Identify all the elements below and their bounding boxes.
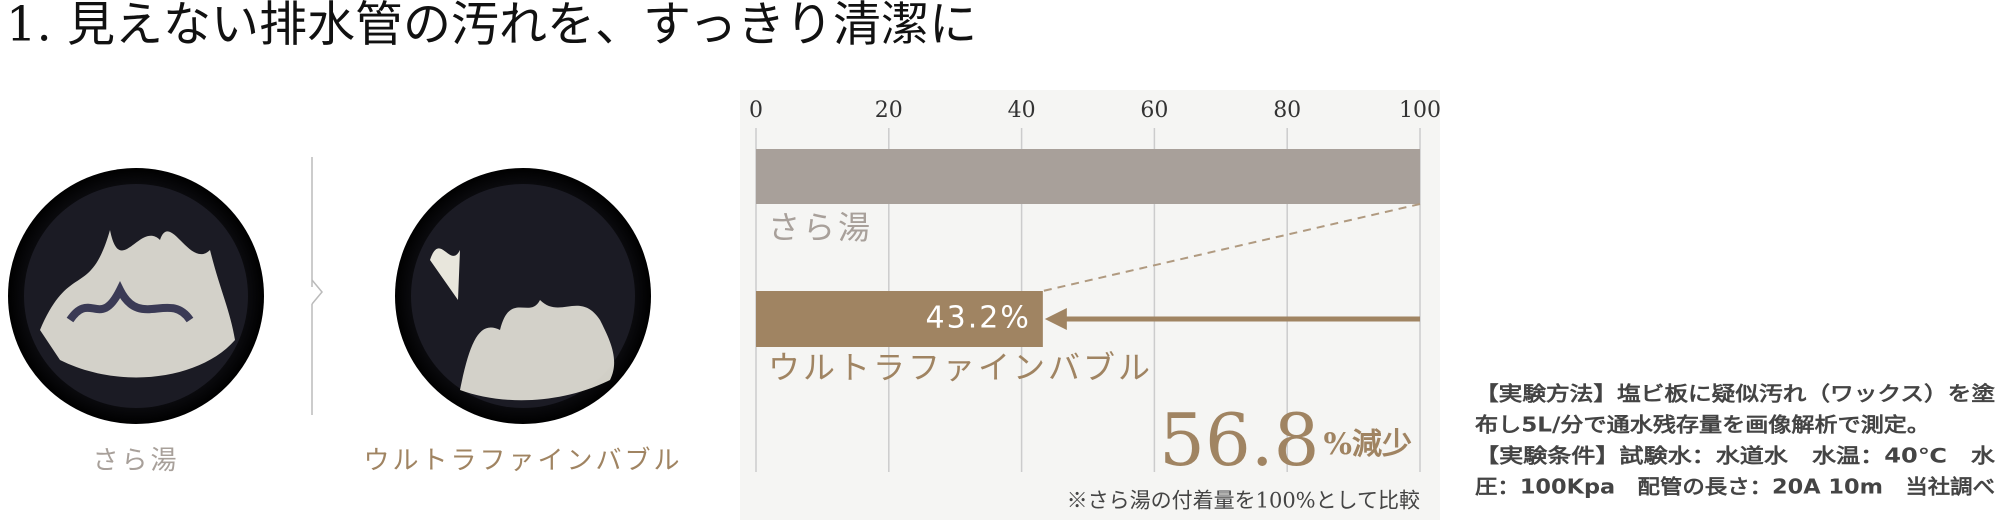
x-tick-label: 60	[1140, 98, 1168, 123]
connector	[1042, 203, 1421, 292]
x-tick-label: 20	[875, 98, 903, 123]
note-line: 【実験条件】試験水：水道水 水温：40℃ 水	[1475, 444, 1996, 468]
photo-label: ウルトラファインバブル	[363, 446, 682, 476]
photo	[395, 168, 651, 424]
arrow-head	[1044, 308, 1067, 330]
reduction-number: 56.8	[1159, 398, 1319, 482]
bar	[756, 291, 1043, 347]
x-tick-label: 80	[1273, 98, 1301, 123]
photo	[8, 168, 264, 424]
note-line: 【実験方法】塩ビ板に疑似汚れ（ワックス）を塗	[1475, 382, 1996, 406]
category-label: ウルトラファインバブル	[768, 349, 1153, 387]
x-tick-label: 0	[749, 98, 763, 123]
value-label: 43.2%	[926, 301, 1031, 336]
x-tick-label: 40	[1008, 98, 1036, 123]
page-title: 1. 見えない排水管の汚れを、すっきり清潔に	[6, 0, 977, 53]
note-line: 布し5L/分で通水残存量を画像解析で測定。	[1475, 413, 1930, 437]
photo-label: さら湯	[92, 446, 179, 476]
notes: 【実験方法】塩ビ板に疑似汚れ（ワックス）を塗布し5L/分で通水残存量を画像解析で…	[1475, 382, 1996, 499]
bar	[756, 149, 1420, 204]
reduction-unit: %減少	[1323, 427, 1412, 462]
note-line: 圧：100Kpa 配管の長さ：20A 10m 当社調べ	[1475, 475, 1995, 499]
footnote: ※さら湯の付着量を100%として比較	[1067, 489, 1420, 513]
category-label: さら湯	[768, 209, 873, 247]
reduction: 56.8 %減少	[1159, 398, 1412, 482]
x-tick-label: 100	[1399, 98, 1441, 123]
